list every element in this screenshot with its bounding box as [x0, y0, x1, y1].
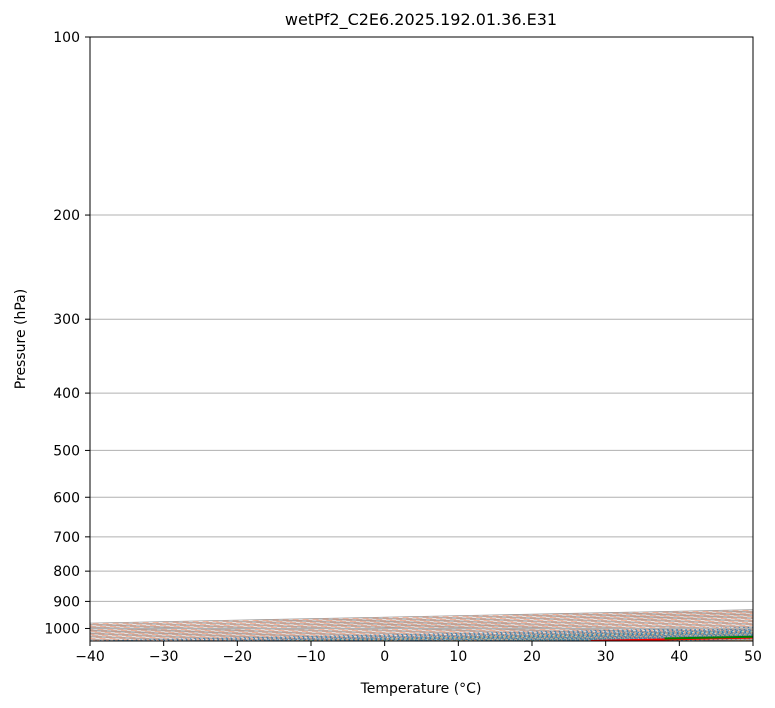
x-tick-label: 0 [380, 649, 389, 665]
y-tick-label: 700 [53, 530, 80, 546]
y-tick-label: 600 [53, 490, 80, 506]
plot-area [90, 37, 753, 641]
x-axis-label: Temperature (°C) [360, 681, 482, 697]
y-tick-label: 800 [53, 564, 80, 580]
y-tick-label: 400 [53, 386, 80, 402]
y-tick-label: 100 [53, 30, 80, 46]
x-tick-label: 50 [744, 649, 762, 665]
chart-title: wetPf2_C2E6.2025.192.01.36.E31 [285, 10, 557, 30]
axes: −40 −30 −20 −10 0 10 20 30 40 50 100 200 300 400 500 60… [44, 30, 762, 665]
x-tick-label: 30 [597, 649, 615, 665]
y-axis-label: Pressure (hPa) [13, 289, 29, 389]
y-tick-label: 900 [53, 594, 80, 610]
x-tick-label: −30 [149, 649, 179, 665]
x-tick-label: 10 [449, 649, 467, 665]
x-tick-label: 20 [523, 649, 541, 665]
plot-frame [89, 36, 754, 642]
x-tick-label: 40 [670, 649, 688, 665]
x-tick-label: −20 [223, 649, 253, 665]
x-tick-label: −40 [75, 649, 105, 665]
y-tick-label: 200 [53, 208, 80, 224]
x-tick-label: −10 [296, 649, 326, 665]
y-tick-label: 1000 [44, 621, 80, 637]
y-tick-label: 500 [53, 443, 80, 459]
y-tick-label: 300 [53, 312, 80, 328]
